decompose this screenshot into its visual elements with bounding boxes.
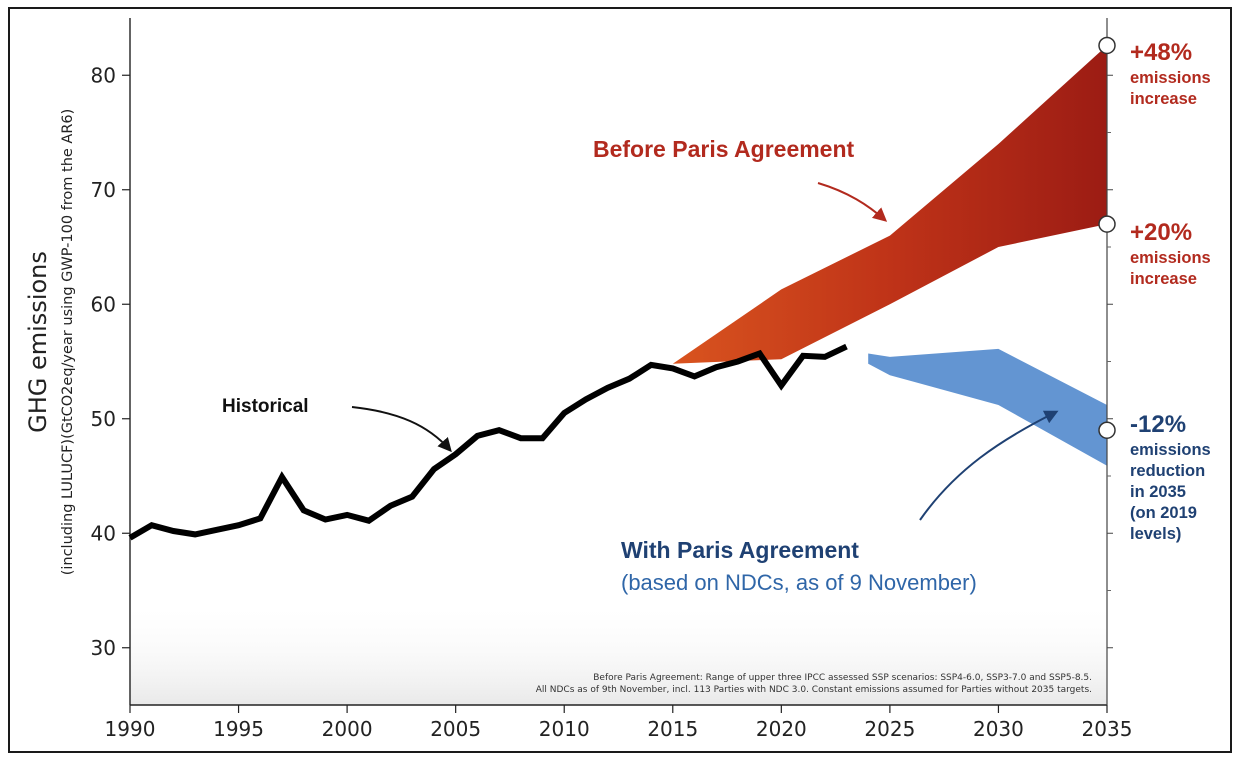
y-tick-label-70: 70 (91, 178, 116, 202)
end-marker-0 (1098, 36, 1116, 55)
x-tick-label-2035: 2035 (1082, 717, 1133, 741)
end-marker-text-0-1: increase (1130, 90, 1197, 108)
end-marker-pct-1: +20% (1130, 219, 1192, 246)
x-tick-label-2000: 2000 (322, 717, 373, 741)
end-marker-text-0-0: emissions (1130, 69, 1211, 87)
end-marker-2 (1098, 421, 1116, 439)
y-tick-label-80: 80 (91, 63, 116, 87)
footnote-line-1: Before Paris Agreement: Range of upper t… (593, 673, 1092, 683)
x-tick-label-2020: 2020 (756, 717, 807, 741)
end-marker-text-1-0: emissions (1130, 249, 1211, 267)
x-tick-label-2030: 2030 (973, 717, 1024, 741)
band-with-paris (868, 348, 1107, 466)
end-marker-text-2-3: (on 2019 (1130, 504, 1197, 522)
end-marker-text-2-1: reduction (1130, 462, 1205, 480)
x-tick-label-2005: 2005 (430, 717, 481, 741)
x-tick-label-2025: 2025 (864, 717, 915, 741)
end-marker-text-2-0: emissions (1130, 441, 1211, 459)
y-axis-subtitle: (including LULUCF)(GtCO2eq/year using GW… (60, 109, 76, 576)
historical-label: Historical (222, 396, 309, 417)
end-marker-text-1-1: increase (1130, 270, 1197, 288)
band-before-paris (672, 45, 1107, 364)
y-tick-label-30: 30 (91, 636, 116, 660)
x-tick-label-1995: 1995 (213, 717, 264, 741)
end-marker-text-2-2: in 2035 (1130, 483, 1186, 501)
plot-bottom-fade (130, 600, 1107, 705)
with-paris-label: With Paris Agreement (621, 537, 859, 563)
end-marker-pct-0: +48% (1130, 39, 1192, 66)
before-paris-arrow (817, 182, 888, 222)
x-tick-label-2010: 2010 (539, 717, 590, 741)
with-paris-sublabel: (based on NDCs, as of 9 November) (621, 570, 977, 595)
series-lines (128, 343, 848, 541)
y-tick-label-50: 50 (91, 407, 116, 431)
y-axis-title: GHG emissions (24, 251, 52, 433)
scenario-bands (672, 45, 1107, 466)
end-marker-text-2-4: levels) (1130, 525, 1181, 543)
y-tick-label-40: 40 (91, 521, 116, 545)
footnote-line-2: All NDCs as of 9th November, incl. 113 P… (536, 685, 1092, 695)
y-tick-label-60: 60 (91, 292, 116, 316)
axes: 30 40 50 60 70 80 1990 1995 2000 2005 2010 2015 2020… (91, 18, 1133, 741)
end-markers: +48% emissions increase +20% emissions increa… (1098, 36, 1211, 543)
with-paris-arrow (919, 410, 1059, 521)
end-marker-1 (1098, 215, 1116, 233)
series-line-historical (128, 343, 848, 541)
historical-arrow (351, 406, 452, 453)
before-paris-label: Before Paris Agreement (593, 136, 855, 162)
x-tick-label-1990: 1990 (105, 717, 156, 741)
end-marker-pct-2: -12% (1130, 411, 1186, 438)
x-tick-label-2015: 2015 (647, 717, 698, 741)
